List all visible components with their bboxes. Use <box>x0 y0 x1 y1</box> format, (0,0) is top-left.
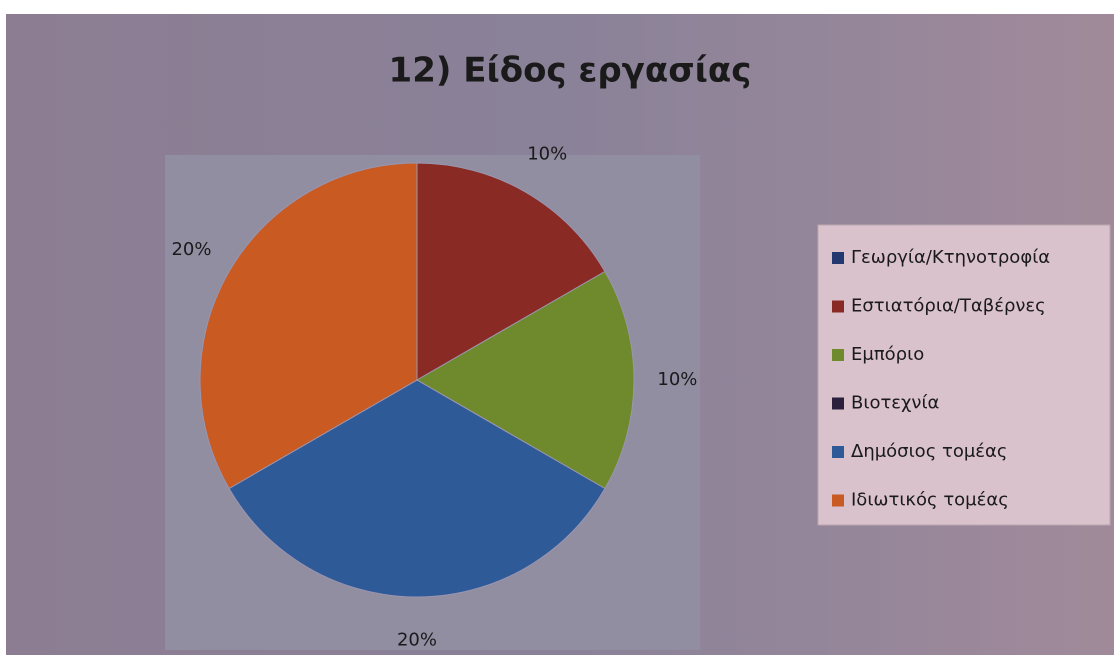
pie-slice <box>416 270 635 490</box>
legend-swatch <box>832 252 844 264</box>
legend-label: Βιοτεχνία <box>851 393 939 414</box>
data-label: 20% <box>171 239 211 260</box>
legend-label: Δημόσιος τομέας <box>851 441 1007 462</box>
chart-title: 12) Είδος εργασίας <box>389 51 752 91</box>
legend <box>817 224 1111 526</box>
legend-swatch <box>832 300 844 313</box>
data-label: 10% <box>657 369 697 390</box>
legend-label: Εστιατόρια/Ταβέρνες <box>851 296 1046 317</box>
legend-label: Ιδιωτικός τομέας <box>851 490 1009 511</box>
legend-swatch <box>832 397 844 410</box>
legend-label: Γεωργία/Κτηνοτροφία <box>851 247 1050 268</box>
pie-slice <box>416 162 606 381</box>
legend-swatch <box>832 494 844 507</box>
legend-swatch <box>832 349 844 361</box>
pie-slice <box>228 379 606 598</box>
legend-label: Εμπόριο <box>851 344 924 365</box>
legend-swatch <box>832 446 844 458</box>
data-label: 10% <box>527 143 567 164</box>
legend-entries: Γεωργία/Κτηνοτροφία Εστιατόρια/Ταβέρνες Εμ… <box>832 247 1050 511</box>
pie: 10% 10% 20% 20% <box>171 143 697 650</box>
pie-slice <box>199 162 418 490</box>
data-label: 20% <box>397 629 437 650</box>
